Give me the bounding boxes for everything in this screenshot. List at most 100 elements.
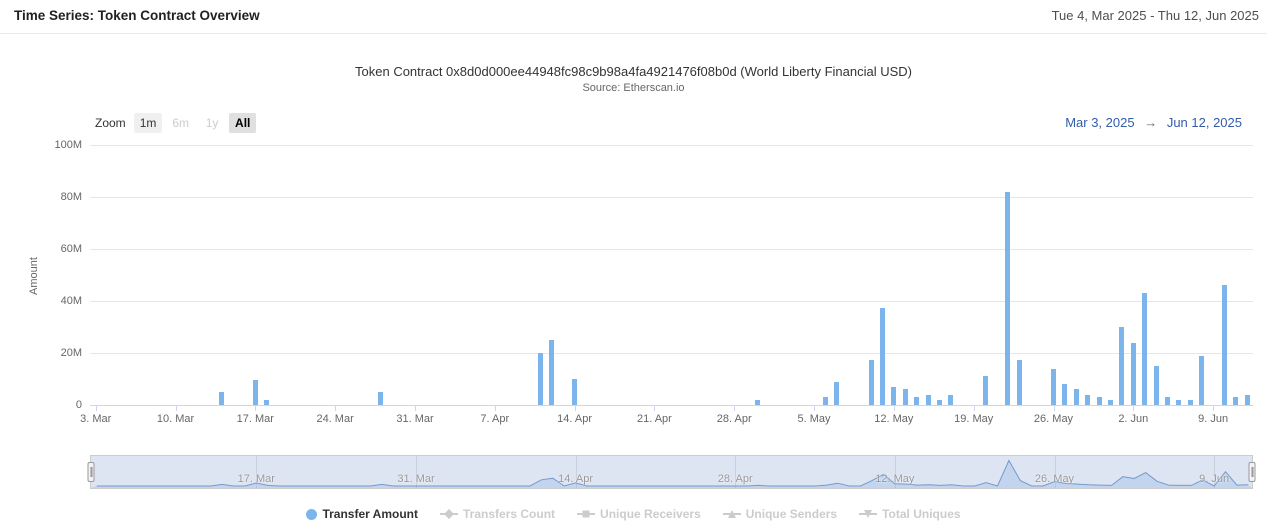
x-tick bbox=[654, 406, 656, 411]
legend-item-label: Unique Senders bbox=[745, 507, 838, 521]
y-axis-label: 0 bbox=[75, 399, 82, 411]
bar[interactable] bbox=[1187, 399, 1193, 405]
navigator-axis-label: 14. Apr bbox=[558, 473, 594, 485]
y-axis-label: 20M bbox=[60, 347, 82, 359]
bar[interactable] bbox=[1005, 191, 1011, 405]
bar[interactable] bbox=[1108, 399, 1113, 405]
bar[interactable] bbox=[1153, 366, 1159, 405]
bar[interactable] bbox=[936, 399, 942, 405]
bar[interactable] bbox=[948, 394, 954, 405]
navigator-area-series bbox=[91, 459, 1252, 488]
y-axis-label: 60M bbox=[60, 243, 82, 255]
triangle-down-marker-icon bbox=[859, 508, 878, 520]
plot-area[interactable]: Amount 0 20M 40M 60M 80M 100M 3. Mar 10. Mar 17.… bbox=[28, 139, 1253, 425]
bar[interactable] bbox=[822, 397, 828, 405]
legend-item-transfers-count[interactable]: Transfers Count bbox=[440, 507, 555, 521]
bar[interactable] bbox=[1176, 399, 1182, 405]
x-axis-label: 28. Apr bbox=[716, 413, 752, 425]
bar[interactable] bbox=[1062, 384, 1068, 405]
navigator-gridline bbox=[894, 456, 896, 488]
bar[interactable] bbox=[1085, 394, 1091, 405]
bar[interactable] bbox=[1142, 293, 1148, 405]
bar[interactable] bbox=[914, 397, 920, 405]
bar[interactable] bbox=[1096, 397, 1102, 405]
legend-item-unique-receivers[interactable]: Unique Receivers bbox=[577, 507, 701, 521]
x-axis-line bbox=[90, 405, 1253, 406]
range-to-input[interactable]: Jun 12, 2025 bbox=[1166, 115, 1242, 130]
legend-item-total-uniques[interactable]: Total Uniques bbox=[859, 507, 961, 521]
zoom-button-6m: 6m bbox=[172, 116, 190, 130]
x-axis-label: 3. Mar bbox=[80, 413, 112, 425]
x-axis-label: 12. May bbox=[874, 413, 914, 425]
gridline bbox=[90, 353, 1253, 354]
x-tick bbox=[1213, 406, 1215, 411]
bar[interactable] bbox=[1130, 342, 1136, 405]
bar[interactable] bbox=[572, 379, 578, 405]
navigator-handle-right[interactable] bbox=[1248, 462, 1256, 482]
navigator-handle-left[interactable] bbox=[87, 462, 95, 482]
x-tick bbox=[893, 406, 895, 411]
bar[interactable] bbox=[1016, 359, 1022, 405]
navigator-gridline bbox=[575, 456, 577, 488]
bar[interactable] bbox=[218, 392, 224, 405]
navigator-axis-label: 28. Apr bbox=[717, 473, 753, 485]
bar[interactable] bbox=[868, 359, 874, 405]
navigator-gridline bbox=[1054, 456, 1056, 488]
x-tick bbox=[574, 406, 576, 411]
range-from-input[interactable]: Mar 3, 2025 bbox=[1065, 115, 1135, 130]
x-tick bbox=[973, 406, 975, 411]
bar[interactable] bbox=[1165, 397, 1170, 405]
diamond-marker-icon bbox=[440, 508, 459, 520]
x-axis-label: 10. Mar bbox=[156, 413, 195, 425]
bar[interactable] bbox=[537, 353, 543, 405]
bar[interactable] bbox=[1119, 327, 1125, 405]
bar[interactable] bbox=[1222, 285, 1227, 405]
navigator[interactable]: 17. Mar 31. Mar 14. Apr 28. Apr 12. May 26. M… bbox=[87, 455, 1256, 489]
bar[interactable] bbox=[834, 381, 840, 405]
gridline bbox=[90, 301, 1253, 302]
legend: Transfer Amount Transfers Count Unique Rec… bbox=[0, 507, 1267, 521]
x-tick bbox=[95, 406, 97, 411]
bar[interactable] bbox=[264, 399, 270, 405]
x-tick bbox=[255, 406, 257, 411]
x-axis-label: 14. Apr bbox=[557, 413, 593, 425]
bar[interactable] bbox=[754, 399, 760, 405]
legend-item-unique-senders[interactable]: Unique Senders bbox=[722, 507, 838, 521]
navigator-selected-mask[interactable] bbox=[91, 456, 1252, 488]
legend-item-label: Unique Receivers bbox=[600, 507, 701, 521]
zoom-button-all[interactable]: All bbox=[229, 113, 257, 133]
bar[interactable] bbox=[1199, 355, 1205, 405]
bar[interactable] bbox=[925, 394, 931, 405]
navigator-axis-label: 9. Jun bbox=[1199, 473, 1230, 485]
bar[interactable] bbox=[378, 392, 384, 405]
range-display: Mar 3, 2025 → Jun 12, 2025 bbox=[1065, 115, 1242, 130]
bar[interactable] bbox=[1051, 368, 1056, 405]
gridline bbox=[90, 197, 1253, 198]
x-axis-label: 7. Apr bbox=[480, 413, 510, 425]
chart-subtitle: Source: Etherscan.io bbox=[582, 82, 685, 94]
x-tick bbox=[734, 406, 736, 411]
bar[interactable] bbox=[1233, 397, 1239, 405]
navigator-axis-label: 12. May bbox=[875, 473, 915, 485]
square-marker-icon bbox=[577, 508, 596, 520]
bar[interactable] bbox=[252, 380, 258, 405]
bar[interactable] bbox=[902, 389, 908, 405]
bar[interactable] bbox=[1244, 394, 1250, 405]
x-tick bbox=[175, 406, 177, 411]
x-axis-label: 21. Apr bbox=[636, 413, 672, 425]
navigator-axis-label: 31. Mar bbox=[397, 473, 435, 485]
bar[interactable] bbox=[982, 376, 988, 405]
bar[interactable] bbox=[879, 307, 885, 405]
bar[interactable] bbox=[891, 386, 897, 405]
zoom-row: Zoom 1m 6m 1y All bbox=[95, 113, 260, 133]
x-tick bbox=[1133, 406, 1135, 411]
legend-item-transfer-amount[interactable]: Transfer Amount bbox=[306, 507, 418, 521]
navigator-gridline bbox=[1214, 456, 1216, 488]
x-axis-label: 31. Mar bbox=[396, 413, 434, 425]
gridline bbox=[90, 249, 1253, 250]
header-date-range: Tue 4, Mar 2025 - Thu 12, Jun 2025 bbox=[1051, 8, 1259, 23]
zoom-button-1m[interactable]: 1m bbox=[133, 113, 163, 133]
bar[interactable] bbox=[1073, 389, 1079, 405]
bar[interactable] bbox=[549, 340, 555, 405]
range-arrow-icon: → bbox=[1144, 115, 1158, 130]
